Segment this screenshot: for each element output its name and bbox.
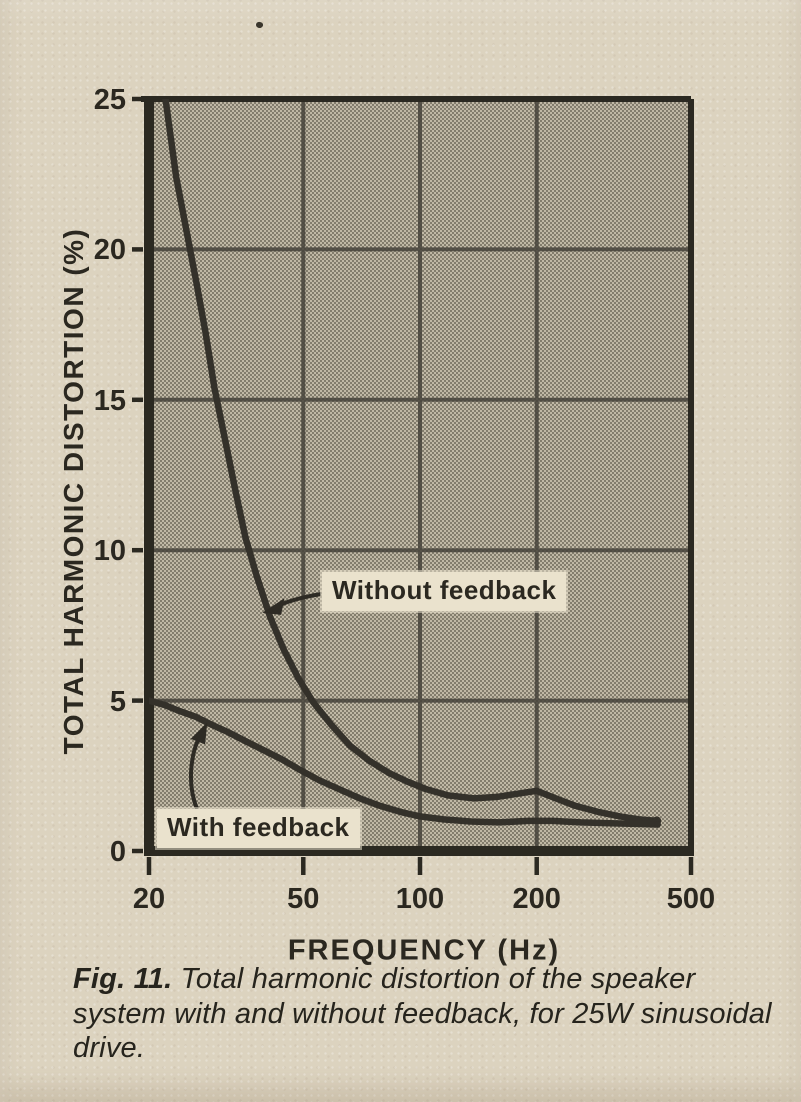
figure-caption: Fig. 11. Total harmonic distortion of th…: [73, 962, 773, 1066]
x-tick-label-50: 50: [287, 883, 320, 915]
annotation-arrows: [189, 592, 322, 810]
y-tick-label-0: 0: [109, 836, 126, 868]
curve-without-feedback: [162, 99, 661, 825]
y-axis-title: TOTAL HARMONIC DISTORTION (%): [58, 227, 89, 755]
y-tick-label-10: 10: [93, 535, 126, 568]
y-tick-label-15: 15: [93, 384, 126, 417]
figure-number: Fig. 11.: [73, 963, 173, 995]
tick-marks: [132, 96, 694, 875]
x-tick-label-200: 200: [512, 883, 561, 915]
figure-caption-text: Total harmonic distortion of the speaker…: [73, 963, 772, 1064]
x-tick-label-100: 100: [395, 883, 445, 915]
grid-lines: [149, 99, 691, 851]
arrowhead-without-feedback: [262, 598, 285, 615]
y-tick-label-20: 20: [93, 234, 126, 267]
annotation-without-feedback: Without feedback: [322, 572, 567, 611]
y-tick-label-5: 5: [109, 685, 126, 718]
x-tick-label-500: 500: [666, 883, 716, 915]
annotation-without-feedback-text: Without feedback: [332, 575, 557, 605]
annotation-with-feedback-text: With feedback: [167, 812, 350, 842]
curve-with-feedback: [149, 697, 661, 828]
plot-border: [141, 96, 694, 856]
data-curves: [149, 99, 662, 828]
arrowhead-with-feedback: [190, 722, 208, 745]
y-tick-label-25: 25: [93, 84, 126, 116]
x-tick-label-20: 20: [132, 883, 166, 915]
annotation-with-feedback: With feedback: [157, 809, 360, 848]
x-axis-title: FREQUENCY (Hz): [287, 934, 561, 967]
